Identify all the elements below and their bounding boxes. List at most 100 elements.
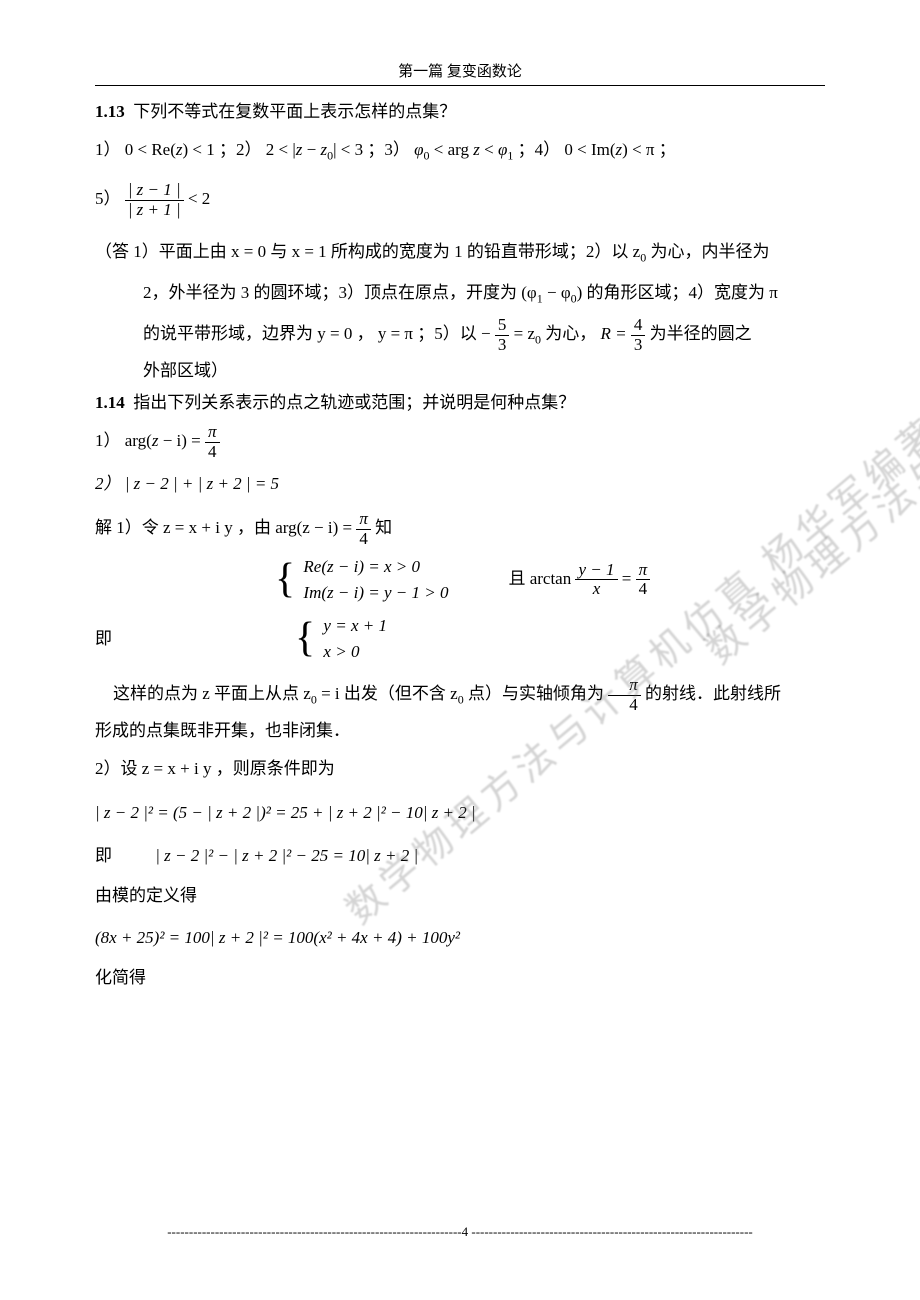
q1-text: 0 < Re( (125, 140, 176, 159)
and-block: 且 arctan y − 1 x = π 4 (508, 561, 650, 599)
p113-subquestions: 1） 0 < Re(z) < 1 ；2） 2 < |z − z0| < 3 ；3… (95, 134, 825, 167)
cfd: 4 (608, 696, 641, 715)
simp: 化简得 (95, 962, 825, 994)
q4-label: ；4） (518, 140, 561, 159)
mod-def: 由模的定义得 (95, 880, 825, 912)
ans-c-mid: = z (514, 324, 535, 343)
ans-b2: − φ (543, 283, 571, 302)
num-1-13: 1.13 (95, 102, 125, 121)
andf2d: 4 (636, 580, 651, 599)
concl-a: 这样的点为 z 平面上从点 z0 = i 出发（但不含 z0 点）与实轴倾角为 … (95, 676, 825, 714)
page-footer: ----------------------------------------… (95, 1224, 825, 1240)
ji-1: 即 (95, 623, 295, 655)
and-txt: 且 arctan (508, 569, 575, 588)
concl-a1: 这样的点为 z 平面上从点 z (113, 684, 311, 703)
q1fd: 4 (205, 443, 220, 462)
q3-t2: < (480, 140, 498, 159)
dash-left: ----------------------------------------… (167, 1224, 461, 1240)
header-rule (95, 85, 825, 86)
sol2-a: 2）设 z = x + i y ，则原条件即为 (95, 753, 825, 785)
ans-a2: 为心，内半径为 (646, 242, 769, 261)
concl-b: 形成的点集既非开集，也非闭集． (95, 715, 825, 747)
ans-c-frac1: 5 3 (495, 316, 510, 354)
p113-head-text: 下列不等式在复数平面上表示怎样的点集？ (133, 102, 456, 121)
and-eq: = (622, 569, 636, 588)
eq3: (8x + 25)² = 100| z + 2 |² = 100(x² + 4x… (95, 922, 825, 954)
ans-d: 外部区域） (143, 361, 228, 380)
q1-mid: − i) = (158, 431, 205, 450)
p113-answer-d: 外部区域） (95, 355, 825, 387)
andfn: y − 1 (575, 561, 617, 581)
q1-t2: ) < 1 (183, 140, 215, 159)
q5-num: | z − 1 | (125, 181, 184, 201)
page: 数学物理方法与计算机仿真 杨华军编著 数学物理方法与计算机仿真 杨华军编著 第一… (0, 0, 920, 1300)
p113-answer-a: （答 1）平面上由 x = 0 与 x = 1 所构成的宽度为 1 的铅直带形域… (95, 236, 825, 269)
brace-block-1: { Re(z − i) = x > 0 Im(z − i) = y − 1 > … (95, 554, 825, 605)
f1n: 5 (495, 316, 510, 336)
concl-a3: 点）与实轴倾角为 (464, 684, 609, 703)
q4-t1: 0 < Im( (564, 140, 615, 159)
q5-suffix: < 2 (188, 190, 210, 209)
p114-q1: 1） arg(z − i) = π 4 (95, 423, 825, 461)
ji-line-1: 即 { y = x + 1 x > 0 (95, 613, 825, 664)
cfn: π (608, 676, 641, 696)
q4-t2: ) < π (622, 140, 654, 159)
ans-c-frac2: 4 3 (631, 316, 646, 354)
f2n: 4 (631, 316, 646, 336)
sol1-frac: π 4 (356, 510, 371, 548)
ji-line-2: 即 | z − 2 |² − | z + 2 |² − 25 = 10| z +… (95, 840, 825, 872)
q1-pre: 1） arg( (95, 431, 152, 450)
p113-answer-b: 2，外半径为 3 的圆环域；3）顶点在原点，开度为 (φ1 − φ0) 的角形区… (95, 277, 825, 310)
q2-t2: − (302, 140, 320, 159)
p114-sol1-a: 解 1）令 z = x + i y ，由 arg(z − i) = π 4 知 (95, 510, 825, 548)
q2-t3: | < 3 (333, 140, 363, 159)
s1fd: 4 (356, 530, 371, 549)
andfd: x (575, 580, 617, 599)
q5-label: 5） (95, 190, 121, 209)
ans-b: 2，外半径为 3 的圆环域；3）顶点在原点，开度为 (φ (143, 283, 537, 302)
eq2: | z − 2 |² − | z + 2 |² − 25 = 10| z + 2… (155, 846, 418, 865)
f1d: 3 (495, 336, 510, 355)
page-number: 4 (462, 1224, 469, 1239)
sol1-a: 解 1）令 z = x + i y ，由 arg(z − i) = (95, 518, 356, 537)
num-1-14: 1.14 (95, 393, 125, 412)
q5-fraction: | z − 1 | | z + 1 | (125, 181, 184, 219)
q4-end: ； (659, 140, 676, 159)
q1fn: π (205, 423, 220, 443)
brace-icon-2: { (295, 620, 315, 658)
ji-2: 即 (95, 840, 151, 872)
f2d: 3 (631, 336, 646, 355)
p114-head-text: 指出下列关系表示的点之轨迹或范围；并说明是何种点集？ (133, 393, 575, 412)
ans-c1: 的说平带形域，边界为 y = 0 ， y = π ；5）以 − (143, 324, 495, 343)
dash-right: ----------------------------------------… (471, 1224, 752, 1240)
q3-t1: < arg (430, 140, 474, 159)
brace-icon: { (275, 561, 295, 599)
eq1: | z − 2 |² = (5 − | z + 2 |)² = 25 + | z… (95, 797, 825, 829)
ans-c-R: R = (601, 324, 631, 343)
ans-b3: ) 的角形区域；4）宽度为 π (577, 283, 778, 302)
ans-c3: 为半径的圆之 (650, 324, 752, 343)
q2-text: 2 < | (266, 140, 296, 159)
br2-r1: y = x + 1 (323, 616, 387, 635)
br2-r2: x > 0 (323, 642, 359, 661)
ans-a: （答 1）平面上由 x = 0 与 x = 1 所构成的宽度为 1 的铅直带形域… (95, 242, 640, 261)
br1-r2: Im(z − i) = y − 1 > 0 (303, 583, 448, 602)
q1-label: 1） (95, 140, 121, 159)
ans-c2: 为心， (545, 324, 596, 343)
concl-a4: 的射线．此射线所 (645, 684, 781, 703)
q5-den: | z + 1 | (125, 201, 184, 220)
sol1-a2: 知 (375, 518, 392, 537)
p114-q2: 2） | z − 2 | + | z + 2 | = 5 (95, 468, 825, 500)
q1-frac: π 4 (205, 423, 220, 461)
q3-label: ；3） (367, 140, 410, 159)
concl-frac: π 4 (608, 676, 641, 714)
p113-head-line: 1.13 下列不等式在复数平面上表示怎样的点集？ (95, 96, 825, 128)
p114-head-line: 1.14 指出下列关系表示的点之轨迹或范围；并说明是何种点集？ (95, 387, 825, 419)
andf2n: π (636, 561, 651, 581)
p113-answer-c: 的说平带形域，边界为 y = 0 ， y = π ；5）以 − 5 3 = z0… (95, 316, 825, 354)
concl-a2: = i 出发（但不含 z (317, 684, 458, 703)
q2-label: ；2） (219, 140, 262, 159)
s1fn: π (356, 510, 371, 530)
br1-r1: Re(z − i) = x > 0 (303, 557, 420, 576)
page-header: 第一篇 复变函数论 (95, 60, 825, 81)
